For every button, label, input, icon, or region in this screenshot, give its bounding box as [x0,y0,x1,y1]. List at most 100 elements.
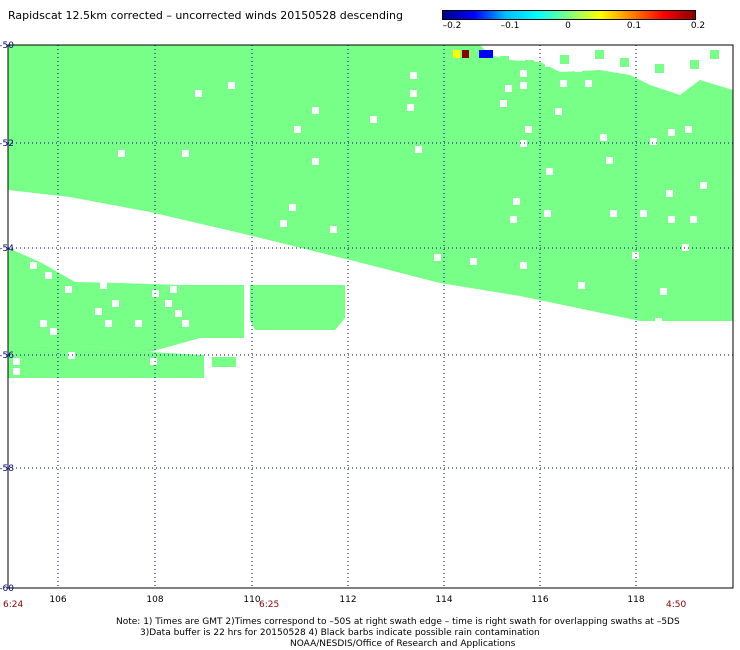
gap-cell [520,262,527,269]
gap-cell [228,82,235,89]
gap-cell [13,368,20,375]
swath-cell [560,55,569,64]
time-left: 6:24 [3,600,24,610]
wind-difference-pixel [462,50,469,58]
gap-cell [195,90,202,97]
wind-difference-pixel [479,50,486,58]
latitude-label: –54 [0,244,14,254]
gap-cell [280,220,287,227]
gap-cell [505,85,512,92]
gap-cell [525,126,532,133]
time-right: 4:50 [666,600,687,610]
gap-cell [700,182,707,189]
gap-cell [68,352,75,359]
gap-cell [632,252,639,259]
gap-cell [100,282,107,289]
latitude-label: –50 [0,41,14,51]
gap-cell [330,226,337,233]
gap-cell [30,262,37,269]
gap-cell [510,216,517,223]
gap-cell [520,70,527,77]
gap-cell [682,244,689,251]
gap-cell [407,104,414,111]
colorbar-label: –0.2 [442,21,462,31]
gap-cell [175,310,182,317]
colorbar-label: 0.2 [690,21,706,31]
gap-cell [150,358,157,365]
latitude-label: –52 [0,139,14,149]
gap-cell [668,216,675,223]
swath-polygon [250,285,345,330]
swath-data-region [8,45,733,378]
gap-cell [500,100,507,107]
gap-cell [544,210,551,217]
longitude-label: 106 [49,595,66,605]
swath-cell [500,56,509,65]
data-gaps [13,45,733,375]
colorbar-label: –0.1 [500,21,520,31]
longitude-label: 114 [435,595,452,605]
gap-cell [65,286,72,293]
swath-cell [690,60,699,69]
note-line-1: Note: 1) Times are GMT 2)Times correspon… [116,617,680,627]
gap-cell [585,80,592,87]
longitude-labels: 106 108 110 112 114 116 118 [49,595,644,605]
gap-cell [165,300,172,307]
longitude-label: 116 [531,595,548,605]
swath-cell [440,48,449,57]
lat-lon-grid [8,45,733,588]
gap-cell [105,320,112,327]
gap-cell [312,107,319,114]
wind-difference-pixel [486,50,493,58]
swath-polygon [8,45,733,321]
gap-cell [520,140,527,147]
swath-polygon [8,248,244,352]
gap-cell [606,157,613,164]
gap-cell [685,126,692,133]
gap-cell [513,198,520,205]
gap-cell [668,129,675,136]
gap-cell [13,358,20,365]
gap-cell [655,318,662,325]
gap-cell [370,116,377,123]
gap-cell [660,288,667,295]
colorbar-label: 0.1 [626,21,642,31]
gap-cell [312,158,319,165]
gap-cell [415,146,422,153]
swath-polygon [8,345,204,378]
colorbar-label: 0 [565,21,571,31]
gap-cell [470,258,477,265]
gap-cell [600,134,607,141]
longitude-label: 118 [627,595,644,605]
gap-cell [289,204,296,211]
gap-cell [410,72,417,79]
gap-cell [294,126,301,133]
gap-cell [45,272,52,279]
gap-cell [118,150,125,157]
colored-pixels [453,50,493,58]
time-center: 6:25 [259,600,280,610]
gap-cell [666,190,673,197]
gap-cell [170,286,177,293]
gap-cell [520,82,527,89]
note-line-2: 3)Data buffer is 22 hrs for 20150528 4) … [140,628,540,638]
gap-cell [135,320,142,327]
swath-cell [710,50,719,59]
map-title: Rapidscat 12.5km corrected – uncorrected… [8,9,404,22]
gap-cell [650,138,657,145]
swath-polygon [212,357,236,367]
map-frame [7,44,734,589]
latitude-labels: –50 –52 –54 –56 –58 –60 [0,41,14,594]
swath-cell [470,52,479,61]
longitude-label: 112 [339,595,356,605]
swath-cell [595,50,604,59]
colorbar [442,10,696,20]
swath-cell [655,64,664,73]
latitude-label: –60 [0,584,14,594]
gap-cell [560,80,567,87]
gap-cell [95,308,102,315]
latitude-label: –58 [0,464,14,474]
gap-cell [578,282,585,289]
latitude-label: –56 [0,351,14,361]
longitude-label: 110 [243,595,260,605]
